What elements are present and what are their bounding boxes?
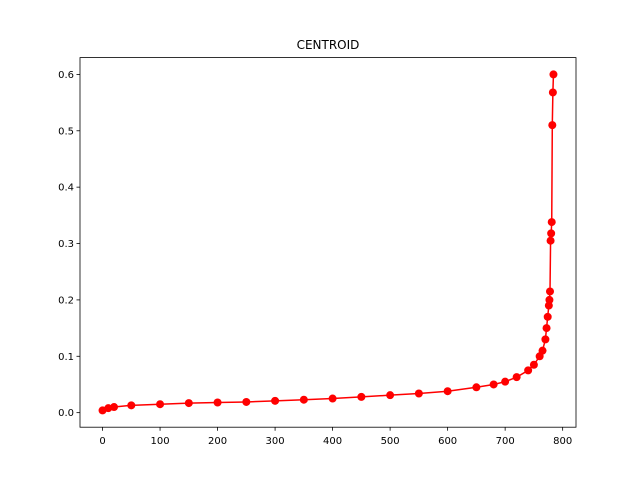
x-tick-label: 500: [381, 436, 400, 447]
point: [538, 346, 547, 355]
x-tick-label: 400: [323, 436, 342, 447]
point: [546, 236, 555, 245]
line: [102, 74, 555, 412]
point: [472, 383, 481, 392]
point: [127, 401, 136, 410]
point: [501, 377, 510, 386]
point: [548, 121, 557, 130]
x-tick-label: 200: [208, 436, 227, 447]
point: [547, 229, 556, 238]
x-tick-label: 100: [151, 436, 170, 447]
y-tick-label: 0.6: [58, 70, 74, 81]
point: [549, 70, 558, 79]
y-tick-label: 0.3: [58, 239, 74, 250]
x-tick-label: 0: [99, 436, 105, 447]
point: [271, 396, 280, 405]
x-tick-label: 300: [266, 436, 285, 447]
point: [414, 389, 423, 398]
point: [489, 380, 498, 389]
y-tick-label: 0.5: [58, 126, 74, 137]
point: [242, 397, 251, 406]
point: [213, 398, 222, 407]
point: [443, 387, 452, 396]
plot-frame: [79, 57, 577, 428]
x-tick-label: 700: [496, 436, 515, 447]
point: [299, 395, 308, 404]
x-tick-label: 600: [438, 436, 457, 447]
point: [512, 373, 521, 382]
point: [156, 400, 165, 409]
point: [357, 392, 366, 401]
y-tick-label: 0.0: [58, 408, 74, 419]
point: [524, 366, 533, 375]
point: [184, 399, 193, 408]
x-tick-label: 800: [553, 436, 572, 447]
point: [547, 218, 556, 227]
point: [545, 295, 554, 304]
point: [543, 312, 552, 321]
point: [386, 391, 395, 400]
point: [110, 403, 119, 412]
point: [529, 360, 538, 369]
y-tick-label: 0.1: [58, 352, 74, 363]
point: [541, 335, 550, 344]
point: [328, 394, 337, 403]
chart-title: CENTROID: [297, 38, 360, 52]
y-tick-label: 0.4: [58, 183, 74, 194]
point: [542, 324, 551, 333]
point: [548, 88, 557, 97]
y-tick-label: 0.2: [58, 295, 74, 306]
point: [546, 287, 555, 296]
